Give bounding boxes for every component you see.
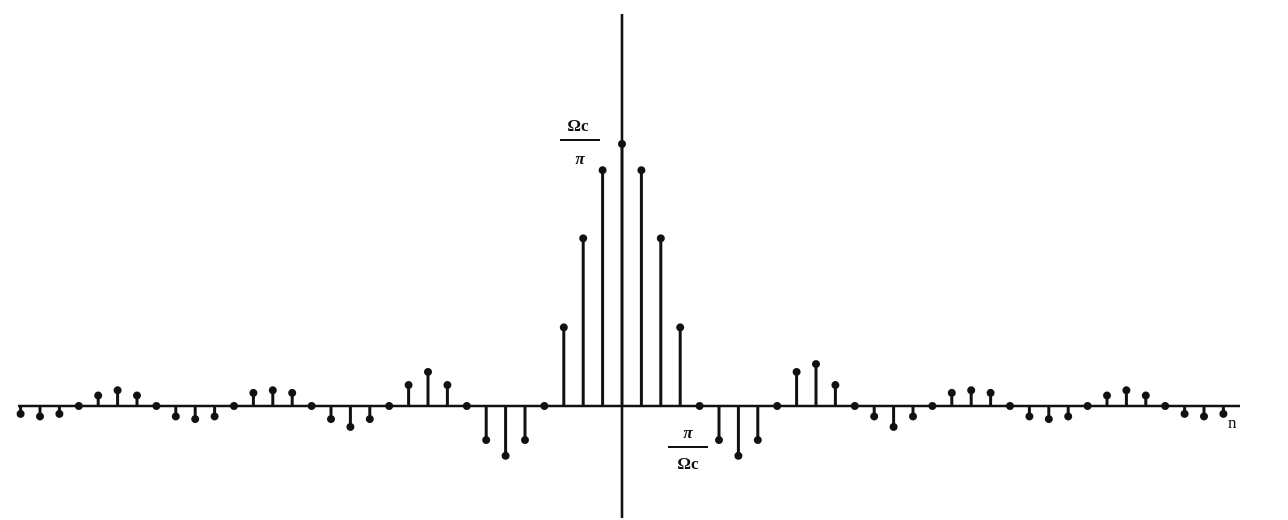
stem-point--31 — [16, 409, 25, 418]
stem-point--22 — [191, 415, 200, 424]
stem-point-18 — [967, 386, 976, 395]
stem-point--7 — [482, 436, 491, 445]
stem-point--6 — [501, 451, 510, 460]
stem-point--9 — [443, 381, 452, 390]
stem-point-3 — [676, 323, 685, 332]
stem-point-23 — [1064, 412, 1073, 421]
peak-label-numerator: Ωc — [567, 116, 589, 135]
peak-label-denominator: π — [575, 149, 585, 168]
stem-point--25 — [133, 391, 141, 400]
stem-point--29 — [55, 409, 64, 418]
stem-point-22 — [1044, 415, 1053, 424]
zero-crossing-label-numerator: π — [683, 423, 693, 442]
stem-point--13 — [365, 415, 374, 424]
stem-point--3 — [559, 323, 568, 332]
stem-point--26 — [113, 386, 122, 395]
stem-point--23 — [171, 412, 180, 421]
stem-point-17 — [947, 388, 956, 397]
stem-point-30 — [1200, 412, 1208, 421]
stem-point-16 — [928, 402, 937, 410]
stem-point-8 — [773, 402, 782, 410]
stem-point--2 — [579, 234, 588, 243]
peak-label: Ωc π — [560, 116, 600, 168]
stem-point--17 — [288, 388, 297, 397]
stem-point--16 — [307, 402, 316, 410]
stem-point--1 — [598, 166, 607, 175]
stem-point-13 — [870, 412, 879, 421]
stem-point--20 — [230, 402, 238, 410]
stem-point-1 — [637, 166, 646, 175]
stem-point-7 — [753, 436, 762, 445]
stem-point-21 — [1025, 412, 1034, 421]
stem-point--11 — [404, 381, 413, 390]
stem-point-10 — [812, 360, 820, 369]
stem-point-0 — [618, 140, 626, 148]
stem-group — [16, 140, 1228, 460]
stem-point--30 — [36, 412, 44, 421]
stem-point-20 — [1006, 402, 1014, 410]
stem-point-15 — [909, 412, 917, 421]
stem-point--28 — [74, 402, 83, 410]
x-axis-label: n — [1228, 413, 1237, 432]
stem-point--24 — [152, 402, 161, 410]
stem-point-26 — [1122, 386, 1131, 395]
stem-point--21 — [210, 412, 219, 421]
stem-point-31 — [1219, 409, 1228, 418]
zero-crossing-label-denominator: Ωc — [677, 454, 699, 473]
stem-point-24 — [1083, 402, 1092, 410]
stem-point--27 — [94, 391, 103, 400]
stem-point--5 — [521, 436, 529, 445]
stem-point--19 — [249, 388, 258, 397]
stem-point-5 — [715, 436, 723, 445]
stem-point--14 — [346, 422, 355, 431]
stem-point-29 — [1180, 409, 1189, 418]
stem-point-27 — [1141, 391, 1150, 400]
stem-point-4 — [695, 402, 704, 410]
stem-point-28 — [1161, 402, 1170, 410]
stem-point-11 — [831, 381, 840, 390]
stem-point--8 — [462, 402, 471, 410]
stem-point--15 — [327, 415, 335, 424]
stem-point-6 — [734, 451, 743, 460]
stem-point--18 — [268, 386, 277, 395]
zero-crossing-label: π Ωc — [668, 423, 708, 473]
stem-point-2 — [656, 234, 665, 243]
stem-point-9 — [792, 367, 801, 376]
stem-point-12 — [850, 402, 859, 410]
stem-point-19 — [986, 388, 995, 397]
stem-point-25 — [1103, 391, 1111, 400]
stem-point--10 — [424, 367, 432, 376]
stem-point--12 — [385, 402, 394, 410]
stem-point--4 — [540, 402, 549, 410]
stem-point-14 — [889, 422, 898, 431]
